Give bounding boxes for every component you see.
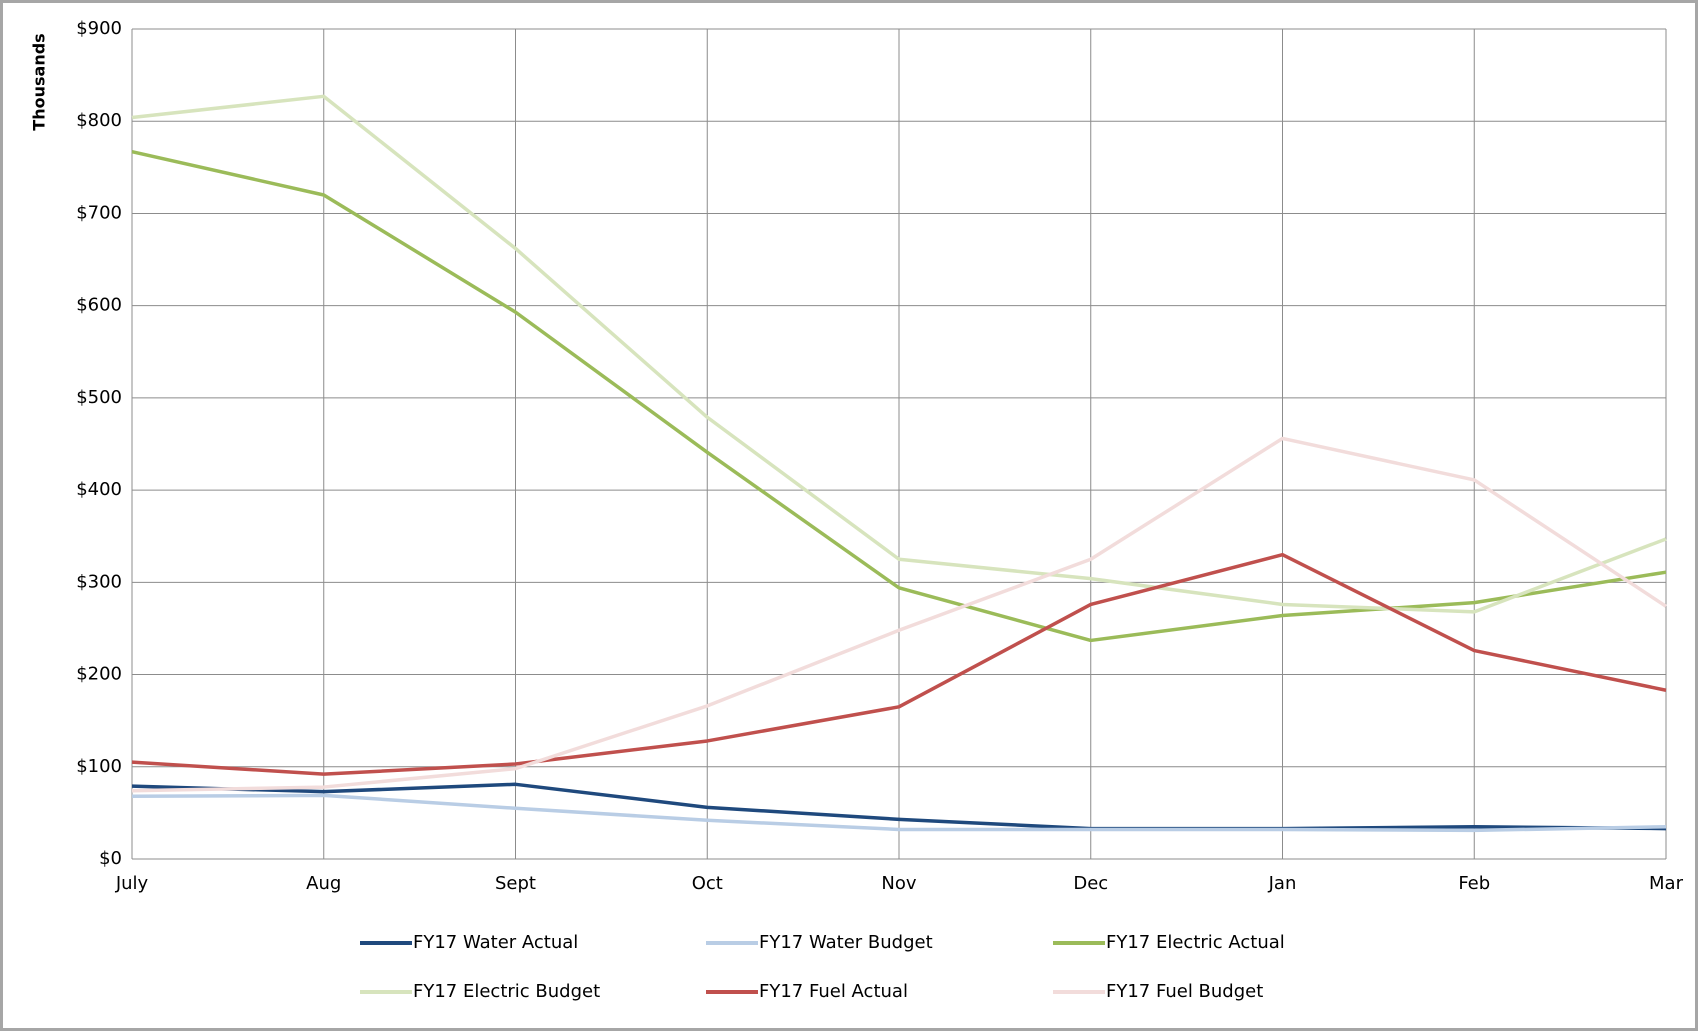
- series-line: [131, 94, 1667, 614]
- x-tick-label: Aug: [306, 873, 341, 894]
- x-tick-label: Feb: [1458, 873, 1490, 894]
- y-tick-label: $0: [99, 848, 122, 869]
- legend-label: FY17 Water Budget: [759, 932, 933, 953]
- x-tick-label: Mar: [1649, 873, 1684, 894]
- x-tick-label: Sept: [495, 873, 536, 894]
- legend-label: FY17 Water Actual: [413, 932, 578, 953]
- x-tick-label: Jan: [1268, 873, 1297, 894]
- legend-label: FY17 Electric Budget: [413, 981, 600, 1002]
- x-tick-label: Dec: [1073, 873, 1108, 894]
- series-line: [131, 552, 1667, 776]
- series-line: [131, 149, 1667, 643]
- y-tick-label: $900: [76, 18, 122, 39]
- y-tick-label: $600: [76, 295, 122, 316]
- y-tick-label: $300: [76, 571, 122, 592]
- series-line: [131, 782, 1667, 831]
- y-tick-label: $700: [76, 202, 122, 223]
- x-tick-label: July: [115, 873, 149, 894]
- x-tick-label: Oct: [692, 873, 723, 894]
- series-line: [131, 436, 1667, 793]
- y-tick-label: $100: [76, 756, 122, 777]
- y-tick-label: $400: [76, 479, 122, 500]
- legend-label: FY17 Fuel Actual: [759, 981, 908, 1002]
- series-line: [131, 793, 1667, 833]
- legend-label: FY17 Electric Actual: [1106, 932, 1285, 953]
- y-tick-label: $800: [76, 110, 122, 131]
- y-tick-label: $200: [76, 664, 122, 685]
- x-tick-label: Nov: [881, 873, 916, 894]
- y-axis-label: Thousands: [30, 33, 49, 130]
- y-tick-label: $500: [76, 387, 122, 408]
- legend-label: FY17 Fuel Budget: [1106, 981, 1263, 1002]
